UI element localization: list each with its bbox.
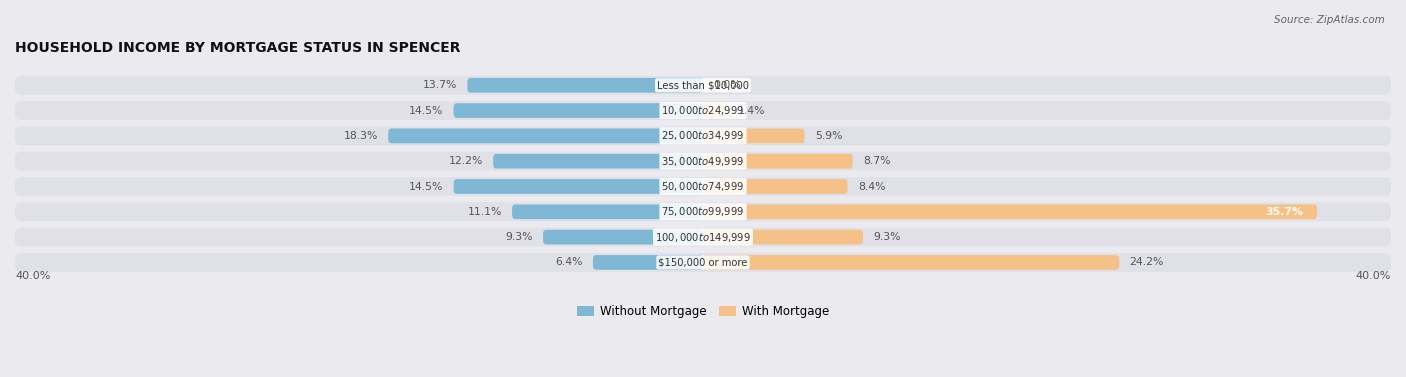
Text: 12.2%: 12.2% (449, 156, 482, 166)
FancyBboxPatch shape (543, 230, 703, 244)
Text: 18.3%: 18.3% (343, 131, 378, 141)
Text: 14.5%: 14.5% (409, 181, 443, 192)
Text: $35,000 to $49,999: $35,000 to $49,999 (661, 155, 745, 168)
FancyBboxPatch shape (703, 230, 863, 244)
Text: $75,000 to $99,999: $75,000 to $99,999 (661, 205, 745, 218)
Text: 14.5%: 14.5% (409, 106, 443, 116)
Text: 13.7%: 13.7% (423, 80, 457, 90)
Text: HOUSEHOLD INCOME BY MORTGAGE STATUS IN SPENCER: HOUSEHOLD INCOME BY MORTGAGE STATUS IN S… (15, 41, 461, 55)
FancyBboxPatch shape (15, 177, 1391, 196)
FancyBboxPatch shape (15, 76, 1391, 95)
Text: $10,000 to $24,999: $10,000 to $24,999 (661, 104, 745, 117)
Text: 35.7%: 35.7% (1265, 207, 1303, 217)
FancyBboxPatch shape (703, 179, 848, 194)
Text: Less than $10,000: Less than $10,000 (657, 80, 749, 90)
Text: 8.4%: 8.4% (858, 181, 886, 192)
FancyBboxPatch shape (15, 101, 1391, 120)
FancyBboxPatch shape (15, 202, 1391, 221)
FancyBboxPatch shape (512, 204, 703, 219)
Text: 8.7%: 8.7% (863, 156, 890, 166)
FancyBboxPatch shape (703, 103, 727, 118)
Text: 11.1%: 11.1% (467, 207, 502, 217)
FancyBboxPatch shape (703, 255, 1119, 270)
FancyBboxPatch shape (467, 78, 703, 93)
FancyBboxPatch shape (494, 154, 703, 169)
FancyBboxPatch shape (15, 253, 1391, 272)
Text: $150,000 or more: $150,000 or more (658, 257, 748, 267)
FancyBboxPatch shape (703, 129, 804, 143)
FancyBboxPatch shape (593, 255, 703, 270)
Text: 24.2%: 24.2% (1129, 257, 1164, 267)
Text: $50,000 to $74,999: $50,000 to $74,999 (661, 180, 745, 193)
Text: $25,000 to $34,999: $25,000 to $34,999 (661, 129, 745, 143)
FancyBboxPatch shape (703, 204, 1317, 219)
Text: 40.0%: 40.0% (1355, 271, 1391, 281)
FancyBboxPatch shape (15, 127, 1391, 145)
Legend: Without Mortgage, With Mortgage: Without Mortgage, With Mortgage (572, 300, 834, 323)
Text: 0.0%: 0.0% (713, 80, 741, 90)
Text: 5.9%: 5.9% (815, 131, 842, 141)
Text: 9.3%: 9.3% (505, 232, 533, 242)
Text: 6.4%: 6.4% (555, 257, 582, 267)
FancyBboxPatch shape (703, 154, 852, 169)
FancyBboxPatch shape (454, 179, 703, 194)
Text: $100,000 to $149,999: $100,000 to $149,999 (655, 231, 751, 244)
FancyBboxPatch shape (15, 228, 1391, 247)
Text: 9.3%: 9.3% (873, 232, 901, 242)
Text: 40.0%: 40.0% (15, 271, 51, 281)
Text: Source: ZipAtlas.com: Source: ZipAtlas.com (1274, 15, 1385, 25)
FancyBboxPatch shape (454, 103, 703, 118)
FancyBboxPatch shape (15, 152, 1391, 170)
FancyBboxPatch shape (388, 129, 703, 143)
Text: 1.4%: 1.4% (737, 106, 765, 116)
